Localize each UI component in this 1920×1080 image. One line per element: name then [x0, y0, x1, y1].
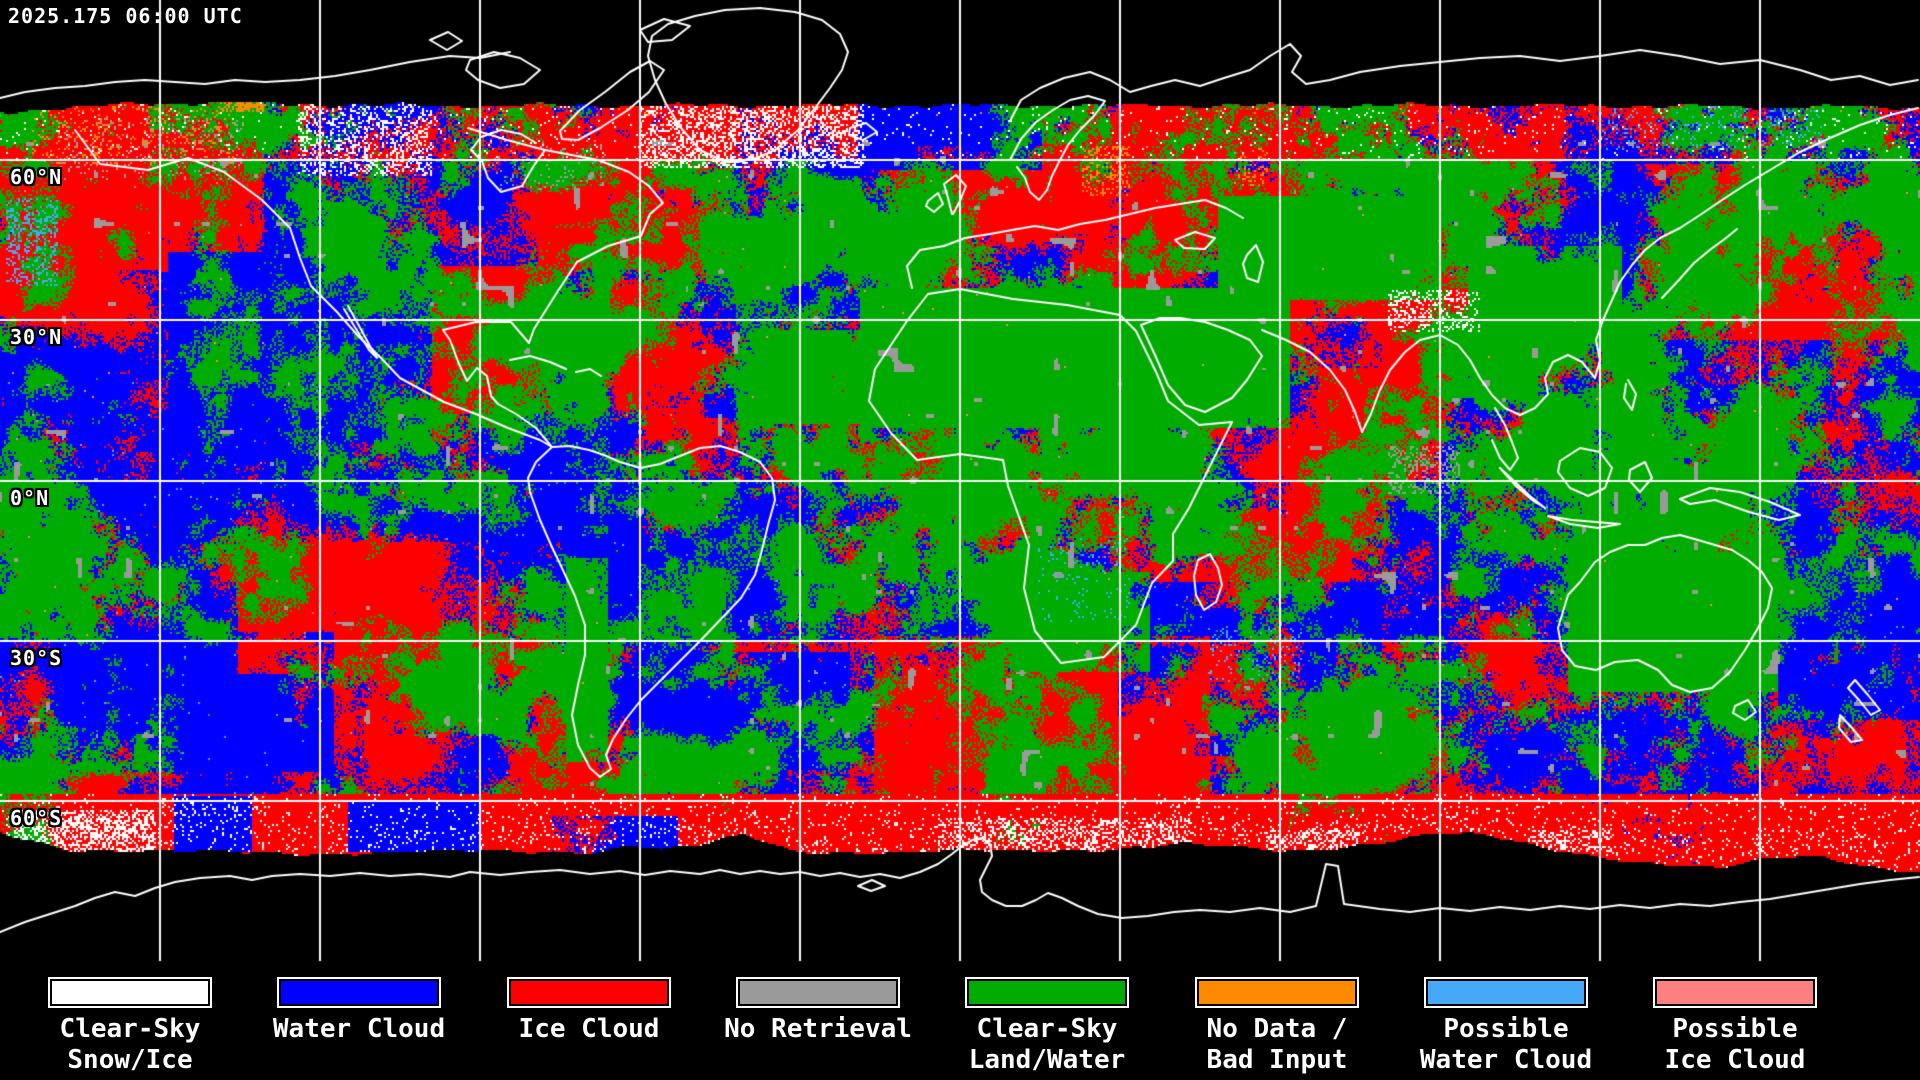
legend-label-possible-ice-cloud: Possible Ice Cloud	[1664, 1014, 1806, 1075]
legend-item-no-data-bad-input: No Data / Bad Input	[1195, 977, 1359, 1075]
legend-color-ice-cloud	[511, 981, 667, 1004]
legend-color-clear-sky-snow-ice	[52, 981, 208, 1004]
legend-label-possible-water-cloud: Possible Water Cloud	[1419, 1014, 1593, 1075]
lat-label-30N: 30°N	[10, 325, 63, 349]
legend-label-no-retrieval: No Retrieval	[724, 1014, 912, 1044]
legend-color-no-data-bad-input	[1199, 981, 1355, 1004]
legend-item-clear-sky-land-water: Clear-Sky Land/Water	[965, 977, 1129, 1075]
legend-color-no-retrieval	[740, 981, 896, 1004]
cloud-mask-map	[0, 0, 1920, 962]
lat-label-60S: 60°S	[10, 806, 63, 830]
lat-label-30S: 30°S	[10, 646, 63, 670]
legend-swatch-possible-water-cloud	[1424, 977, 1588, 1008]
legend-color-water-cloud	[281, 981, 437, 1004]
lat-label-0N: 0°N	[10, 486, 50, 510]
legend-swatch-possible-ice-cloud	[1653, 977, 1817, 1008]
legend-color-clear-sky-land-water	[969, 981, 1125, 1004]
legend-label-water-cloud: Water Cloud	[272, 1014, 446, 1044]
legend-item-ice-cloud: Ice Cloud	[507, 977, 671, 1044]
legend-label-no-data-bad-input: No Data / Bad Input	[1206, 1014, 1348, 1075]
legend-item-water-cloud: Water Cloud	[273, 977, 445, 1044]
legend-swatch-ice-cloud	[507, 977, 671, 1008]
legend-swatch-clear-sky-land-water	[965, 977, 1129, 1008]
legend-label-ice-cloud: Ice Cloud	[518, 1014, 660, 1044]
legend-label-clear-sky-land-water: Clear-Sky Land/Water	[968, 1014, 1126, 1075]
legend-item-no-retrieval: No Retrieval	[724, 977, 912, 1044]
legend-swatch-clear-sky-snow-ice	[48, 977, 212, 1008]
legend-swatch-no-data-bad-input	[1195, 977, 1359, 1008]
legend-color-possible-ice-cloud	[1657, 981, 1813, 1004]
legend-item-clear-sky-snow-ice: Clear-Sky Snow/Ice	[48, 977, 212, 1075]
legend-item-possible-ice-cloud: Possible Ice Cloud	[1653, 977, 1817, 1075]
legend-label-clear-sky-snow-ice: Clear-Sky Snow/Ice	[59, 1014, 201, 1075]
legend-swatch-water-cloud	[277, 977, 441, 1008]
legend-color-possible-water-cloud	[1428, 981, 1584, 1004]
timestamp: 2025.175 06:00 UTC	[8, 4, 243, 28]
legend-swatch-no-retrieval	[736, 977, 900, 1008]
legend-item-possible-water-cloud: Possible Water Cloud	[1420, 977, 1592, 1075]
lat-label-60N: 60°N	[10, 165, 63, 189]
